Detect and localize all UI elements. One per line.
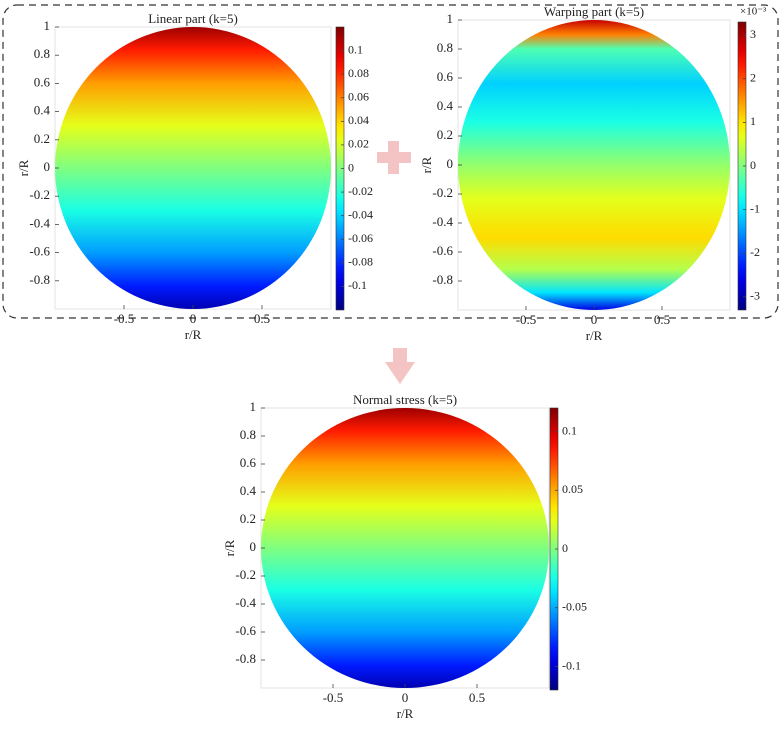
colorbar-tick-label: 0.05 [562, 482, 583, 496]
x-tick-label: -0.5 [323, 690, 344, 705]
colorbar-tick-label: -1 [750, 201, 760, 215]
plus-sign [377, 141, 411, 174]
y-tick-label: -0.4 [432, 214, 453, 229]
colorbar-tick-label: -0.1 [348, 278, 367, 292]
y-tick-label: 0 [250, 539, 257, 554]
x-tick-label: 0.5 [654, 312, 670, 327]
colorbar-tick-label: -3 [750, 289, 760, 303]
colorbar-tick-label: 0.06 [348, 90, 369, 104]
colorbar-tick-label: -0.06 [348, 231, 373, 245]
colorbar-tick-label: 0 [348, 160, 354, 174]
y-tick-label: 0.8 [437, 40, 453, 55]
down-arrow [385, 348, 415, 384]
colorbar-tick-label: -0.02 [348, 184, 373, 198]
y-tick-label: -0.4 [235, 595, 256, 610]
y-tick-label: 1 [250, 399, 257, 414]
chart-panel: Normal stress (k=5) r/R r/R -0.5 0 0.5 -0.8 -0.… [222, 392, 587, 721]
y-tick-label: 0 [44, 159, 51, 174]
colorbar-tick-label: -0.1 [562, 658, 581, 672]
y-tick-label: -0.4 [29, 215, 50, 230]
y-tick-label: -0.2 [29, 187, 50, 202]
y-tick-label: 0 [447, 156, 454, 171]
colorbar-tick-label: 0.08 [348, 66, 369, 80]
colorbar-multiplier: ×10⁻³ [740, 6, 767, 18]
y-tick-label: 0.8 [34, 46, 50, 61]
chart-panel: Warping part (k=5) r/R r/R -0.5 0 0.5 -0.8 -0.6… [419, 4, 767, 343]
x-tick-label: 0.5 [254, 311, 270, 326]
colorbar-tick-label: 0.04 [348, 113, 369, 127]
colorbar-tick-label: -0.08 [348, 255, 373, 269]
chart-panel: Linear part (k=5) r/R r/R -0.5 0 0.5 -0.8 -0.6 -… [16, 11, 373, 342]
y-axis-label: r/R [16, 159, 31, 176]
colorbar-tick-label: 3 [750, 27, 756, 41]
y-axis-label: r/R [222, 539, 237, 556]
y-tick-label: 1 [447, 11, 454, 26]
y-tick-label: 0.6 [240, 455, 257, 470]
y-tick-label: 0.6 [34, 74, 51, 89]
colorbar-tick-label: 2 [750, 70, 756, 84]
x-axis-label: r/R [586, 328, 603, 343]
colorbar-tick-label: 0 [750, 158, 756, 172]
y-tick-label: 0.4 [34, 103, 51, 118]
x-tick-label: 0 [591, 312, 598, 327]
y-tick-label: 0.6 [437, 69, 454, 84]
y-tick-label: -0.8 [29, 272, 50, 287]
stress-field [261, 408, 549, 688]
y-tick-label: -0.2 [432, 185, 453, 200]
y-tick-label: 0.2 [240, 511, 256, 526]
y-tick-label: 1 [44, 18, 51, 33]
x-tick-label: -0.5 [114, 311, 135, 326]
colorbar-tick-label: 0 [562, 541, 568, 555]
stress-field [55, 27, 331, 309]
y-tick-label: -0.6 [235, 623, 256, 638]
colorbar-tick-label: 1 [750, 114, 756, 128]
y-tick-label: 0.8 [240, 427, 256, 442]
y-tick-label: 0.4 [437, 98, 454, 113]
x-tick-label: 0 [190, 311, 197, 326]
y-tick-label: 0.2 [34, 131, 50, 146]
chart-title: Linear part (k=5) [148, 11, 238, 26]
y-tick-label: 0.2 [437, 127, 453, 142]
y-tick-label: -0.6 [432, 243, 453, 258]
y-tick-label: -0.8 [432, 272, 453, 287]
x-axis-label: r/R [397, 706, 414, 721]
x-tick-label: 0 [402, 690, 409, 705]
chart-title: Normal stress (k=5) [353, 392, 457, 407]
stress-field [458, 20, 730, 310]
x-tick-label: 0.5 [469, 690, 485, 705]
y-axis-label: r/R [419, 156, 434, 173]
y-tick-label: 0.4 [240, 483, 257, 498]
colorbar-tick-label: -0.04 [348, 207, 373, 221]
y-tick-label: -0.2 [235, 567, 256, 582]
y-tick-label: -0.6 [29, 244, 50, 259]
colorbar-tick-label: 0.02 [348, 137, 369, 151]
chart-title: Warping part (k=5) [544, 4, 644, 19]
colorbar-tick-label: -2 [750, 245, 760, 259]
colorbar-tick-label: 0.1 [348, 42, 363, 56]
x-tick-label: -0.5 [516, 312, 537, 327]
colorbar-tick-label: -0.05 [562, 600, 587, 614]
y-tick-label: -0.8 [235, 651, 256, 666]
colorbar-tick-label: 0.1 [562, 423, 577, 437]
x-axis-label: r/R [185, 327, 202, 342]
group-box [2, 4, 779, 319]
